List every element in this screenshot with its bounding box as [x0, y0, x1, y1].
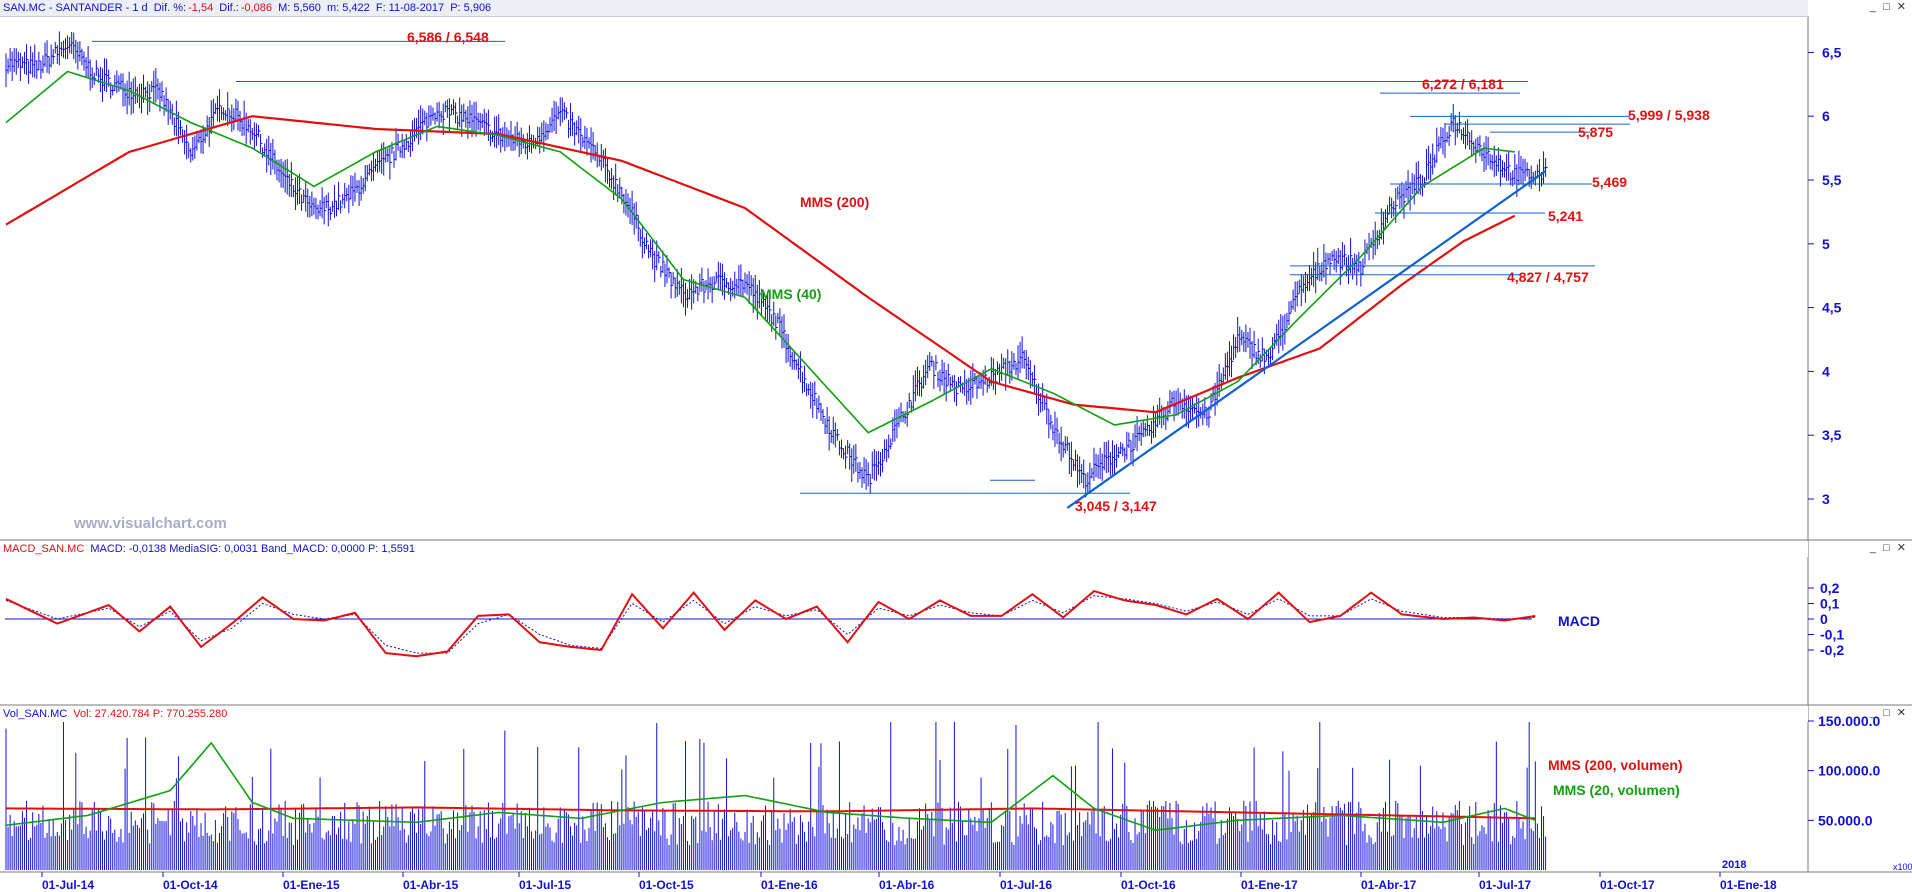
xtick-label: 01-Ene-16 [761, 878, 818, 892]
mms40-label: MMS (40) [760, 286, 821, 302]
price-window-buttons[interactable]: _ □ ✕ [1869, 1, 1908, 13]
macd-header: MACD_SAN.MC MACD: -0,0138 MediaSIG: 0,00… [0, 541, 1808, 557]
macd-window-buttons[interactable]: _ □ ✕ [1869, 542, 1908, 554]
min-value: m: 5,422 [326, 2, 370, 14]
xtick-label: 01-Jul-14 [42, 878, 94, 892]
xtick-label: 01-Abr-16 [879, 878, 935, 892]
price-ytick-label: 3,5 [1822, 427, 1842, 443]
macd-signal-line [5, 595, 1536, 654]
xtick-label: 01-Abr-15 [403, 878, 459, 892]
level-label: 6,586 / 6,548 [407, 29, 489, 45]
axes: 6,5 6 5,5 5 4,5 4 3,5 3 0,20,10-0,1-0,2 150.000.0… [41, 44, 1880, 892]
level-label: 4,827 / 4,757 [1507, 269, 1589, 285]
vol-ytick-label: 150.000.0 [1818, 713, 1880, 729]
panel-frames [0, 16, 1912, 873]
volume-window-buttons[interactable]: _ □ ✕ [1869, 707, 1908, 719]
xtick-label: 01-Jul-16 [1000, 878, 1052, 892]
year-marker: 2018 [1722, 859, 1746, 871]
macd-label: MACD [1558, 613, 1600, 629]
volume-panel: MMS (200, volumen) MMS (20, volumen) [5, 719, 1683, 870]
xtick-label: 01-Abr-17 [1361, 878, 1417, 892]
volume-bars [5, 719, 1547, 870]
level-label: 6,272 / 6,181 [1422, 76, 1504, 92]
level-label: 5,999 / 5,938 [1628, 107, 1710, 123]
vol-mms20-label: MMS (20, volumen) [1553, 782, 1680, 798]
macd-panel: MACD [5, 589, 1600, 658]
trendline [1066, 170, 1547, 509]
price-panel: 6,586 / 6,548 6,272 / 6,181 5,999 / 5,938 5… [5, 29, 1710, 514]
price-ytick-label: 6,5 [1822, 44, 1842, 60]
price-ytick-label: 4 [1822, 363, 1830, 379]
dif-label: Dif.: [219, 2, 239, 14]
macd-values: MACD: -0,0138 MediaSIG: 0,0031 Band_MACD… [90, 543, 416, 555]
volume-values: Vol: 27.420.784 P: 770.255.280 [73, 708, 228, 720]
macd-ytick-label: -0,2 [1820, 642, 1844, 658]
price-ytick-label: 3 [1822, 491, 1830, 507]
price-ytick-label: 6 [1822, 108, 1830, 124]
max-value: M: 5,560 [278, 2, 321, 14]
dif-pct-label: Dif. %: [153, 2, 187, 14]
xtick-label: 01-Jul-15 [519, 878, 571, 892]
price-ytick-label: 4,5 [1822, 300, 1842, 316]
xtick-label: 01-Ene-15 [283, 878, 340, 892]
xtick-label: 01-Oct-16 [1121, 878, 1176, 892]
vol-ytick-label: 50.000.0 [1818, 812, 1873, 828]
xtick-label: 01-Oct-15 [639, 878, 694, 892]
macd-ytick-label: 0,1 [1820, 596, 1840, 612]
symbol-label: SAN.MC - SANTANDER - 1 d [3, 2, 148, 14]
watermark: www.visualchart.com [73, 515, 227, 532]
dif-pct-value: -1,54 [188, 2, 214, 14]
xtick-label: 01-Oct-17 [1600, 878, 1655, 892]
volume-header: Vol_SAN.MC Vol: 27.420.784 P: 770.255.28… [0, 706, 1808, 722]
close-value: P: 5,906 [450, 2, 492, 14]
x100-badge: x100 [1893, 862, 1912, 872]
mms40-line [5, 70, 1515, 434]
xtick-label: 01-Oct-14 [163, 878, 218, 892]
level-label: 5,469 [1592, 174, 1627, 190]
vol-mms200-label: MMS (200, volumen) [1548, 757, 1683, 773]
macd-line [5, 589, 1536, 658]
vol-ytick-label: 100.000.0 [1818, 763, 1880, 779]
xtick-label: 01-Ene-18 [1720, 878, 1777, 892]
vol-mms20-line [5, 741, 1536, 832]
level-label: 3,045 / 3,147 [1075, 498, 1157, 514]
xtick-label: 01-Ene-17 [1241, 878, 1298, 892]
vol-mms200-line [6, 806, 1536, 820]
macd-ytick-label: 0,2 [1820, 580, 1840, 596]
date-value: F: 11-08-2017 [375, 2, 445, 14]
level-label: 5,241 [1548, 208, 1583, 224]
dif-value: -0,086 [240, 2, 273, 14]
price-ytick-label: 5,5 [1822, 172, 1842, 188]
macd-ytick-label: 0 [1820, 611, 1828, 627]
macd-ytick-label: -0,1 [1820, 627, 1844, 643]
macd-name: MACD_SAN.MC [3, 543, 85, 555]
volume-name: Vol_SAN.MC [3, 708, 68, 720]
price-ytick-label: 5 [1822, 236, 1830, 252]
mms200-label: MMS (200) [800, 194, 869, 210]
price-header: SAN.MC - SANTANDER - 1 d Dif. %: -1,54 Di… [0, 0, 1808, 17]
level-label: 5,875 [1578, 124, 1613, 140]
xtick-label: 01-Jul-17 [1479, 878, 1531, 892]
